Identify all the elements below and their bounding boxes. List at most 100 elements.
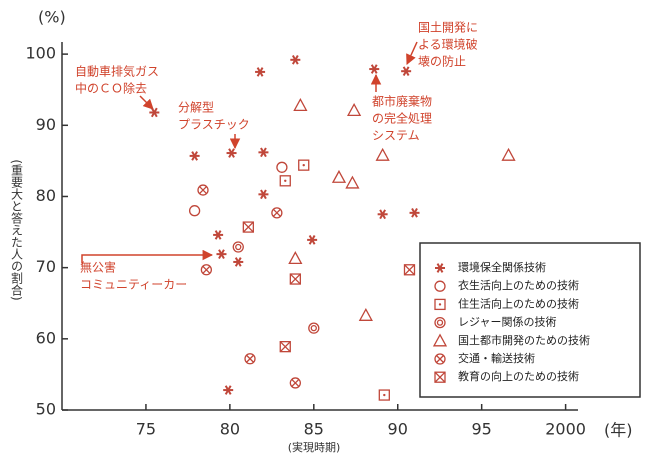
- marker-part: [235, 243, 242, 251]
- marker-part: [291, 54, 299, 65]
- marker-part: [436, 319, 444, 326]
- marker-part: [188, 205, 201, 217]
- marker-part: [260, 147, 267, 158]
- point: [213, 230, 224, 240]
- marker-part: [331, 169, 347, 183]
- point: [501, 147, 516, 161]
- marker-part: [244, 353, 256, 365]
- marker-part: [289, 273, 301, 285]
- marker-part: [434, 298, 446, 311]
- marker-part: [434, 371, 446, 383]
- y-tick-label: 90: [36, 115, 56, 134]
- marker-part: [434, 353, 446, 365]
- marker-part: [378, 389, 390, 401]
- marker-part: [288, 251, 303, 265]
- arrow: [81, 249, 214, 263]
- marker-part: [308, 235, 316, 245]
- point: [258, 189, 269, 200]
- marker-part: [228, 148, 235, 158]
- annotation: 無公害: [80, 260, 116, 275]
- point: [293, 98, 308, 112]
- legend-marker: [434, 280, 446, 292]
- y-tick-label: 100: [25, 44, 56, 63]
- marker-part: [411, 208, 418, 218]
- legend-label: 交通・輸送技術: [458, 351, 535, 365]
- point: [346, 102, 362, 116]
- marker-part: [432, 333, 448, 347]
- marker-part: [197, 184, 209, 196]
- point: [377, 209, 388, 220]
- marker-part: [218, 249, 225, 259]
- point: [358, 307, 373, 321]
- legend-marker: [435, 263, 445, 273]
- marker-part: [375, 147, 390, 161]
- marker-part: [246, 354, 254, 363]
- point: [276, 161, 288, 173]
- annotation: コミュニティーカー: [80, 278, 187, 292]
- y-tick-label: 80: [36, 186, 56, 205]
- point: [233, 257, 244, 267]
- marker-part: [279, 341, 291, 353]
- annotation: 分解型: [178, 101, 214, 115]
- point: [288, 251, 303, 265]
- point: [375, 147, 390, 161]
- arrow: [406, 41, 418, 65]
- marker-part: [150, 107, 158, 118]
- marker-part: [289, 377, 301, 389]
- point: [298, 159, 310, 171]
- x-tick-label: 85: [304, 420, 324, 439]
- marker-part: [256, 67, 264, 77]
- marker-part: [191, 151, 198, 161]
- marker-part: [284, 179, 287, 183]
- marker-part: [438, 303, 442, 306]
- marker-part: [404, 264, 415, 276]
- marker-part: [308, 322, 320, 334]
- marker-part: [403, 264, 416, 276]
- legend-label: 教育の向上のための技術: [458, 369, 579, 383]
- annotation: 中のＣＯ除去: [75, 81, 147, 96]
- marker-part: [291, 378, 300, 387]
- marker-part: [434, 280, 446, 292]
- marker-part: [242, 221, 254, 233]
- annotation: の完全処理: [372, 111, 432, 126]
- legend-label: 国土都市開発のための技術: [458, 333, 590, 347]
- marker-part: [214, 230, 222, 240]
- point: [223, 385, 234, 395]
- marker-part: [232, 241, 244, 253]
- arrow: [139, 95, 154, 110]
- marker-part: [202, 265, 211, 274]
- point: [271, 207, 283, 219]
- annotation: 都市廃棄物: [372, 94, 432, 109]
- marker-part: [199, 186, 207, 195]
- annotation: 国土開発に: [418, 21, 478, 35]
- point: [242, 221, 254, 233]
- marker-part: [383, 393, 386, 397]
- legend-label: レジャー関係の技術: [458, 316, 556, 329]
- y-tick-label: 60: [36, 328, 56, 347]
- point: [149, 107, 160, 118]
- y-axis-label: (重要大と答えた人の割合): [10, 159, 24, 300]
- point: [232, 241, 244, 253]
- y-tick-label: 50: [36, 400, 56, 419]
- marker-part: [289, 273, 301, 285]
- marker-part: [298, 159, 310, 171]
- legend-label: 環境保全関係技術: [458, 260, 546, 274]
- marker-part: [310, 324, 317, 332]
- point: [255, 67, 266, 77]
- point: [345, 175, 360, 189]
- marker-part: [434, 371, 446, 383]
- point: [279, 341, 291, 353]
- marker-part: [379, 209, 386, 220]
- annotation: プラスチック: [178, 118, 250, 132]
- marker-part: [358, 307, 373, 321]
- marker-part: [200, 264, 213, 276]
- legend-marker: [434, 298, 446, 311]
- x-axis-label: (実現時期): [288, 440, 341, 454]
- point: [197, 184, 209, 196]
- marker-part: [276, 161, 288, 173]
- point: [289, 377, 301, 389]
- legend-marker: [434, 371, 446, 383]
- annotation: システム: [372, 129, 420, 143]
- annotation: よる環境破: [418, 37, 478, 52]
- point: [409, 208, 420, 218]
